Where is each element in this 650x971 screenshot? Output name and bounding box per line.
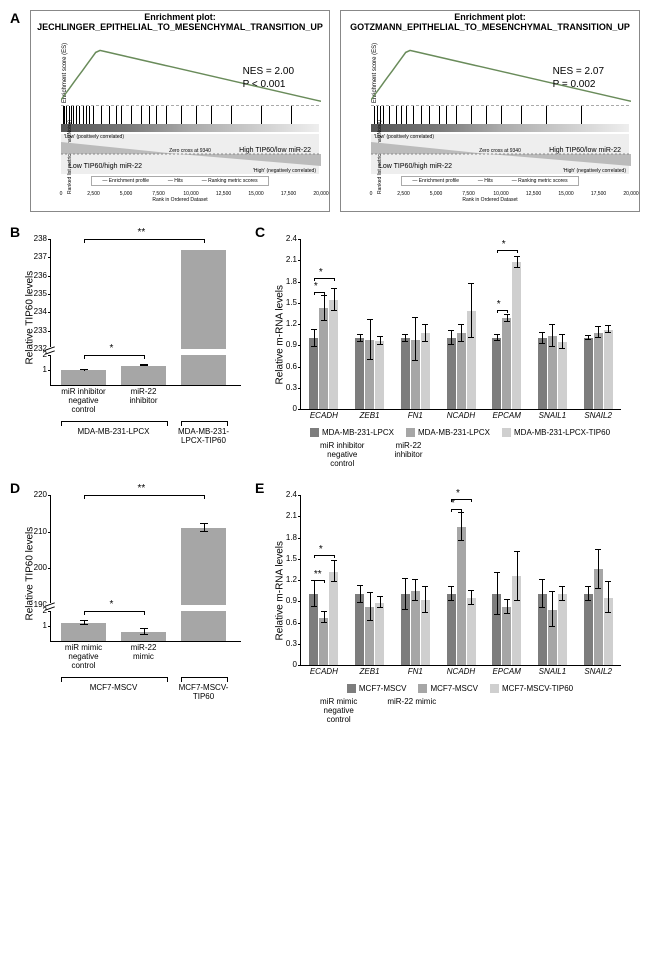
bar (457, 333, 466, 409)
bar (558, 342, 567, 409)
gsea-gradient (61, 124, 319, 132)
gsea-label-low: Low TIP60/high miR-22 (69, 163, 142, 170)
bar (375, 603, 384, 665)
gene-label: SNAIL1 (530, 409, 576, 421)
legend-item: MCF7-MSCV (418, 684, 478, 693)
bar (584, 594, 593, 665)
gsea-label-high: High TIP60/low miR-22 (549, 147, 621, 154)
gene-label: SNAIL1 (530, 665, 576, 677)
bar (447, 338, 456, 409)
gene-label: ZEB1 (347, 409, 393, 421)
bar (329, 572, 338, 666)
gene-label: ECADH (301, 665, 347, 677)
bar (355, 338, 364, 409)
ylabel: Relative m-RNA levels (275, 275, 286, 385)
bar (584, 338, 593, 409)
legend: MDA-MB-231-LPCX MDA-MB-231-LPCX MDA-MB-231… (300, 428, 620, 437)
bar (309, 338, 318, 409)
panel-label-a: A (10, 10, 20, 26)
bar (319, 618, 328, 665)
legend-item: MCF7-MSCV-TIP60 (490, 684, 573, 693)
bar (181, 250, 226, 349)
gene-label: NCADH (438, 665, 484, 677)
legend-item: MCF7-MSCV (347, 684, 407, 693)
panel-label-e: E (255, 480, 264, 496)
bar (319, 308, 328, 409)
gsea-stats: NES = 2.07P = 0.002 (553, 65, 604, 91)
gsea-title: Enrichment plot:JECHLINGER_EPITHELIAL_TO… (31, 11, 329, 35)
bar (512, 262, 521, 409)
sublegend: miR inhibitornegativecontrolmiR-22inhibi… (300, 441, 640, 468)
group-label: MCF7-MSCV (61, 683, 166, 692)
bar (558, 594, 567, 665)
bar (447, 594, 456, 665)
bar (467, 598, 476, 665)
bar (421, 333, 430, 409)
bar (121, 366, 166, 386)
bar (61, 623, 106, 641)
bar (548, 336, 557, 409)
panel-c: C Relative m-RNA levels00.30.60.91.21.51… (255, 224, 640, 468)
panel-label-c: C (255, 224, 265, 240)
gsea-hits (371, 106, 629, 124)
gsea-legend: — Enrichment profile— Hits— Ranking metr… (91, 176, 269, 186)
bar (538, 338, 547, 409)
bar (329, 300, 338, 409)
bar (457, 527, 466, 665)
bar-label: miR mimicnegativecontrol (61, 641, 106, 670)
bar (502, 607, 511, 665)
bar (411, 591, 420, 665)
legend-item: MDA-MB-231-LPCX-TIP60 (502, 428, 610, 437)
gene-label: ZEB1 (347, 665, 393, 677)
panel-label-b: B (10, 224, 20, 240)
bar (594, 333, 603, 410)
group-label: MDA-MB-231-LPCX (61, 427, 166, 436)
gsea-legend: — Enrichment profile— Hits— Ranking metr… (401, 176, 579, 186)
legend-item: MDA-MB-231-LPCX (310, 428, 394, 437)
bar (604, 330, 613, 409)
group-label: MCF7-MSCV-TIP60 (176, 683, 231, 701)
gene-label: SNAIL2 (575, 665, 621, 677)
gsea-label-high: High TIP60/low miR-22 (239, 147, 311, 154)
bar-label: miR-22 mimic (121, 641, 166, 662)
panel-b: B Relative TIP60 levels23223323423523623… (10, 224, 245, 456)
gene-label: ECADH (301, 409, 347, 421)
bar (355, 594, 364, 665)
sublegend: miR mimicnegativecontrolmiR-22 mimic (300, 697, 640, 724)
legend: MCF7-MSCV MCF7-MSCV MCF7-MSCV-TIP60 (300, 684, 620, 693)
bar-label: miR inhibitornegativecontrol (61, 385, 106, 414)
gsea-title: Enrichment plot:GOTZMANN_EPITHELIAL_TO_M… (341, 11, 639, 35)
gene-label: FN1 (392, 665, 438, 677)
bar (61, 370, 106, 385)
group-label: MDA-MB-231-LPCX-TIP60 (176, 427, 231, 445)
gene-label: EPCAM (484, 409, 530, 421)
gsea-plot: Enrichment plot:JECHLINGER_EPITHELIAL_TO… (30, 10, 330, 212)
gsea-rank: Ranked list metric (Signal2Noise) 'Low' … (371, 134, 629, 174)
gsea-plot: Enrichment plot:GOTZMANN_EPITHELIAL_TO_M… (340, 10, 640, 212)
gene-label: FN1 (392, 409, 438, 421)
bar (502, 318, 511, 409)
panel-a: A Enrichment plot:JECHLINGER_EPITHELIAL_… (10, 10, 640, 212)
gsea-label-low: Low TIP60/high miR-22 (379, 163, 452, 170)
gsea-stats: NES = 2.00P < 0.001 (243, 65, 294, 91)
bar (492, 338, 501, 409)
bar (401, 338, 410, 409)
panel-d: D Relative TIP60 levels190200210220**12*… (10, 480, 245, 712)
gsea-rank: Ranked list metric (Signal2Noise) 'Low' … (61, 134, 319, 174)
ylabel: Relative m-RNA levels (275, 531, 286, 641)
gene-label: EPCAM (484, 665, 530, 677)
panel-label-d: D (10, 480, 20, 496)
bar (181, 528, 226, 605)
gene-label: SNAIL2 (575, 409, 621, 421)
bar-label: miR-22inhibitor (121, 385, 166, 406)
legend-item: MDA-MB-231-LPCX (406, 428, 490, 437)
gsea-hits (61, 106, 319, 124)
bar (375, 341, 384, 409)
panel-e: E Relative m-RNA levels00.30.60.91.21.51… (255, 480, 640, 724)
gene-label: NCADH (438, 409, 484, 421)
gsea-gradient (371, 124, 629, 132)
